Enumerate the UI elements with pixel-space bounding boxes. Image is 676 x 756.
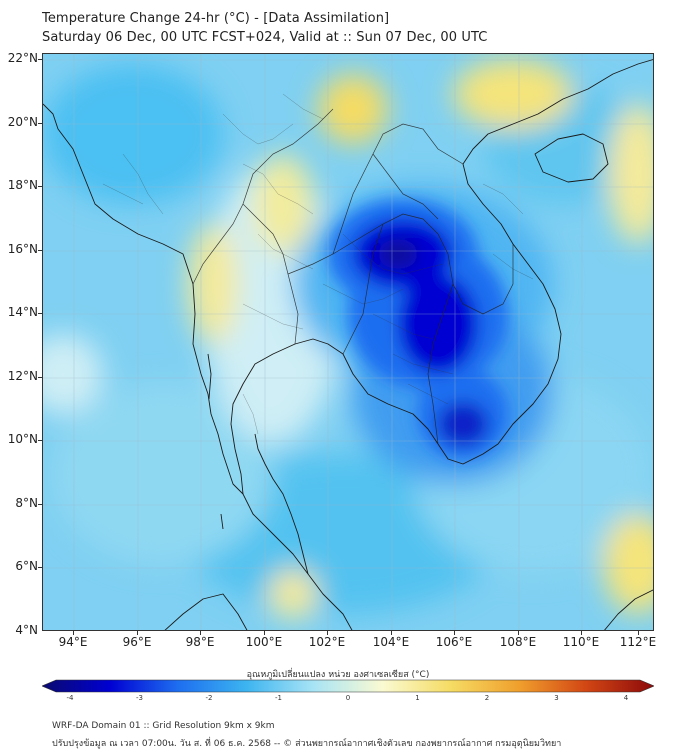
cold-core — [328, 199, 508, 459]
lat-tick — [38, 313, 42, 314]
country-borders — [192, 108, 514, 445]
lon-tick — [137, 631, 138, 635]
lon-tick — [200, 631, 201, 635]
colorbar-tick-label: -2 — [205, 694, 213, 702]
hainan-island — [534, 133, 609, 183]
lat-tick — [38, 440, 42, 441]
colorbar-title: อุณหภูมิเปลี่ยนแปลง หน่วย องศาเซลเซียส (… — [246, 670, 430, 680]
lon-label-102e: 102°E — [308, 635, 346, 649]
lat-tick — [38, 59, 42, 60]
lat-tick — [38, 504, 42, 505]
lat-label-8n: 8°N — [15, 496, 38, 510]
lon-tick — [73, 631, 74, 635]
borneo-coast — [604, 589, 653, 630]
lat-label-14n: 14°N — [7, 305, 38, 319]
gulf-of-thailand-coast — [230, 338, 439, 495]
colorbar-gradient — [42, 679, 654, 693]
lon-tick — [581, 631, 582, 635]
lat-label-20n: 20°N — [7, 115, 38, 129]
lon-label-112e: 112°E — [619, 635, 657, 649]
lat-tick — [38, 186, 42, 187]
lon-tick — [454, 631, 455, 635]
map-subtitle: Saturday 06 Dec, 00 UTC FCST+024, Valid … — [42, 30, 488, 45]
lat-label-4n: 4°N — [15, 623, 38, 637]
lat-tick — [38, 567, 42, 568]
lon-label-96e: 96°E — [122, 635, 152, 649]
credit-line: ปรับปรุงข้อมูล ณ เวลา 07:00น. วัน ส. ที่… — [52, 739, 562, 749]
lat-label-16n: 16°N — [7, 242, 38, 256]
colorbar-tick-label: 0 — [345, 694, 351, 702]
lon-label-98e: 98°E — [185, 635, 215, 649]
lat-label-12n: 12°N — [7, 369, 38, 383]
lon-tick — [327, 631, 328, 635]
colorbar-tick-label: -3 — [136, 694, 143, 702]
mainland-west-coast — [43, 103, 353, 630]
lon-tick — [264, 631, 265, 635]
colorbar-tick-label: -4 — [66, 694, 74, 702]
lon-label-104e: 104°E — [372, 635, 410, 649]
lon-label-106e: 106°E — [435, 635, 473, 649]
colorbar-tick-label: 2 — [484, 694, 490, 702]
map-title: Temperature Change 24-hr (°C) - [Data As… — [42, 11, 390, 26]
lat-tick — [38, 123, 42, 124]
model-info: WRF-DA Domain 01 :: Grid Resolution 9km … — [52, 721, 275, 731]
lat-label-22n: 22°N — [7, 51, 38, 65]
lon-label-110e: 110°E — [562, 635, 600, 649]
colorbar-tick-label: 4 — [623, 694, 629, 702]
province-lines — [102, 93, 534, 435]
lon-label-108e: 108°E — [499, 635, 537, 649]
colorbar — [42, 679, 654, 693]
lat-label-18n: 18°N — [7, 178, 38, 192]
colorbar-tick-label: 1 — [415, 694, 420, 702]
malay-peninsula-east — [254, 433, 309, 575]
colorbar-tick-label: 3 — [554, 694, 559, 702]
lon-label-100e: 100°E — [245, 635, 283, 649]
lon-tick — [638, 631, 639, 635]
lat-tick — [38, 377, 42, 378]
lat-label-10n: 10°N — [7, 432, 38, 446]
lat-tick — [38, 250, 42, 251]
andaman-islands — [207, 353, 224, 530]
colorbar-tick-label: -1 — [275, 694, 282, 702]
sumatra-coast — [164, 593, 248, 630]
temperature-change-map — [42, 53, 654, 631]
lon-label-94e: 94°E — [58, 635, 88, 649]
lat-label-6n: 6°N — [15, 559, 38, 573]
lon-tick — [391, 631, 392, 635]
lon-tick — [518, 631, 519, 635]
